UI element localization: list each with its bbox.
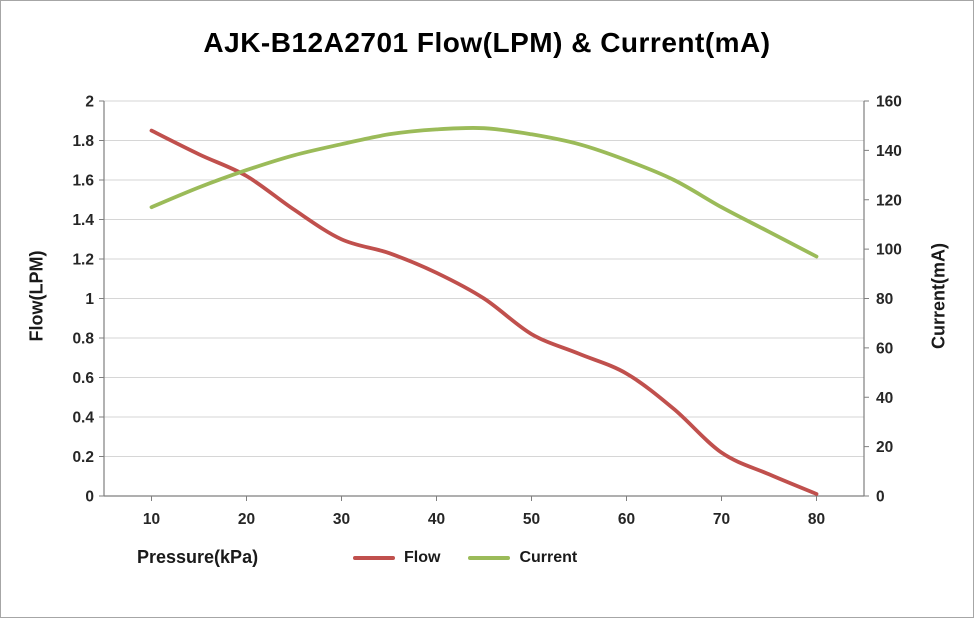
svg-text:0.8: 0.8 (72, 331, 94, 348)
flow-line-swatch (353, 556, 395, 560)
svg-text:0: 0 (876, 489, 885, 506)
svg-text:1: 1 (85, 291, 94, 308)
svg-text:30: 30 (333, 511, 350, 528)
svg-text:100: 100 (876, 242, 902, 259)
svg-text:80: 80 (876, 291, 893, 308)
x-axis-label: Pressure(kPa) (137, 547, 259, 567)
svg-text:60: 60 (876, 340, 893, 357)
svg-text:20: 20 (238, 511, 255, 528)
svg-text:1.4: 1.4 (72, 212, 94, 229)
chart-plot: 00.20.40.60.811.21.41.61.820204060801001… (72, 94, 902, 529)
svg-text:0.4: 0.4 (72, 410, 94, 427)
svg-text:60: 60 (618, 511, 635, 528)
svg-text:120: 120 (876, 192, 902, 209)
chart-title: AJK-B12A2701 Flow(LPM) & Current(mA) (203, 27, 771, 58)
svg-text:1.2: 1.2 (72, 252, 94, 269)
svg-text:40: 40 (428, 511, 445, 528)
current-line-swatch (468, 556, 511, 560)
svg-text:80: 80 (808, 511, 825, 528)
legend-label-current: Current (519, 549, 578, 566)
legend-label-flow: Flow (404, 549, 441, 566)
svg-text:140: 140 (876, 143, 902, 160)
svg-text:1.8: 1.8 (72, 133, 94, 150)
svg-text:10: 10 (143, 511, 160, 528)
svg-text:160: 160 (876, 94, 902, 111)
svg-text:0.2: 0.2 (72, 449, 94, 466)
svg-text:70: 70 (713, 511, 730, 528)
svg-text:40: 40 (876, 390, 893, 407)
legend-item-current: Current (468, 549, 577, 567)
y-axis-label-left: Flow(LPM) (26, 250, 47, 342)
y-axis-label-right: Current(mA) (928, 243, 949, 349)
svg-text:2: 2 (85, 94, 94, 111)
svg-text:0: 0 (85, 489, 94, 506)
svg-text:50: 50 (523, 511, 540, 528)
legend: Flow Current (353, 549, 577, 567)
svg-text:20: 20 (876, 439, 893, 456)
svg-text:0.6: 0.6 (72, 370, 94, 387)
legend-item-flow: Flow (353, 549, 440, 567)
svg-text:1.6: 1.6 (72, 173, 94, 190)
